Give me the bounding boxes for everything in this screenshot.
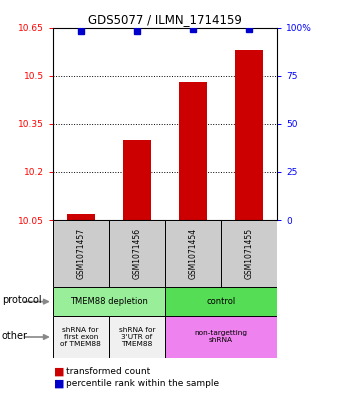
Text: GSM1071457: GSM1071457 — [76, 228, 85, 279]
Text: ■: ■ — [54, 378, 65, 388]
Text: control: control — [206, 297, 236, 306]
Bar — [165, 316, 277, 358]
Bar — [235, 50, 263, 220]
Bar — [109, 220, 165, 287]
Text: percentile rank within the sample: percentile rank within the sample — [66, 379, 219, 387]
Bar — [123, 140, 151, 220]
Bar — [165, 220, 221, 287]
Text: GSM1071456: GSM1071456 — [132, 228, 141, 279]
Text: transformed count: transformed count — [66, 367, 151, 376]
Bar — [53, 287, 165, 316]
Bar — [221, 220, 277, 287]
Bar — [67, 214, 95, 220]
Text: ■: ■ — [54, 366, 65, 376]
Text: shRNA for
3'UTR of
TMEM88: shRNA for 3'UTR of TMEM88 — [119, 327, 155, 347]
Bar — [53, 220, 109, 287]
Bar — [53, 316, 109, 358]
Text: TMEM88 depletion: TMEM88 depletion — [70, 297, 148, 306]
Bar — [165, 287, 277, 316]
Bar — [109, 316, 165, 358]
Text: GSM1071455: GSM1071455 — [244, 228, 254, 279]
Text: other: other — [2, 331, 28, 341]
Text: protocol: protocol — [2, 295, 41, 305]
Text: GSM1071454: GSM1071454 — [188, 228, 198, 279]
Text: non-targetting
shRNA: non-targetting shRNA — [194, 331, 248, 343]
Title: GDS5077 / ILMN_1714159: GDS5077 / ILMN_1714159 — [88, 13, 242, 26]
Text: shRNA for
first exon
of TMEM88: shRNA for first exon of TMEM88 — [60, 327, 101, 347]
Bar — [179, 82, 207, 220]
